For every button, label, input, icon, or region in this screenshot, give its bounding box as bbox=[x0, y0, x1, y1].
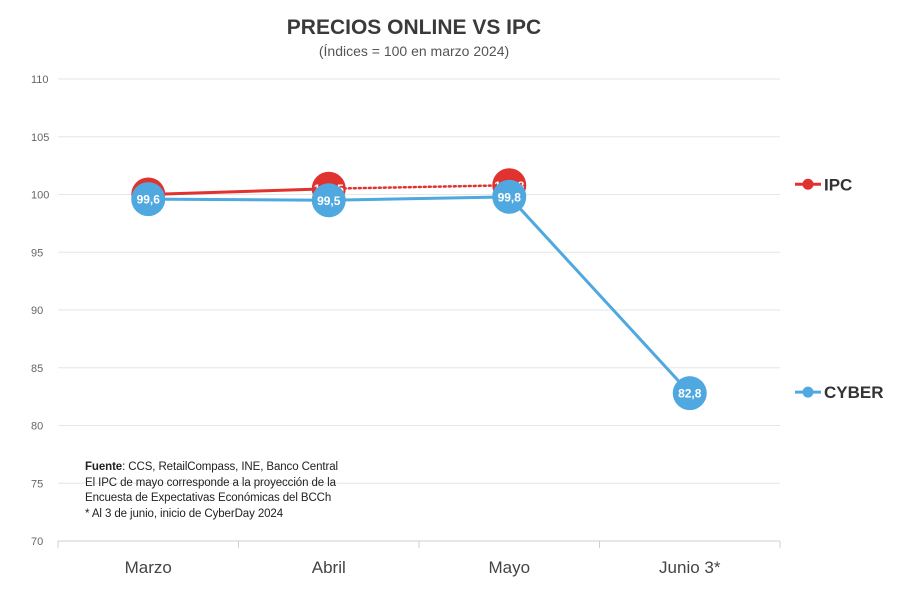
note-line-4: * Al 3 de junio, inicio de CyberDay 2024 bbox=[85, 507, 284, 520]
y-tick-label: 75 bbox=[31, 478, 43, 490]
y-tick-label: 100 bbox=[31, 190, 49, 202]
y-tick-label: 90 bbox=[31, 305, 43, 317]
chart-subtitle: (Índices = 100 en marzo 2024) bbox=[319, 43, 509, 59]
series-ipc-segment bbox=[327, 184, 511, 190]
source-line: Fuente: CCS, RetailCompass, INE, Banco C… bbox=[85, 460, 338, 476]
data-label: 99,5 bbox=[317, 194, 341, 208]
series-cyber-point bbox=[672, 376, 707, 411]
note-line-3: Encuesta de Expectativas Económicas del … bbox=[85, 492, 332, 504]
y-tick-label: 110 bbox=[31, 74, 49, 86]
source-note: Fuente: CCS, RetailCompass, INE, Banco C… bbox=[85, 460, 338, 522]
chart-title: PRECIOS ONLINE VS IPC bbox=[287, 16, 541, 39]
series-cyber-segment bbox=[327, 195, 511, 202]
series-cyber-point bbox=[492, 179, 527, 214]
source-label: Fuente bbox=[85, 461, 123, 473]
y-tick-label: 80 bbox=[31, 421, 43, 433]
y-axis: 70 75 80 85 90 95 100 105 110 bbox=[31, 74, 49, 548]
y-tick-label: 95 bbox=[31, 247, 43, 259]
data-label: 82,8 bbox=[678, 387, 702, 401]
x-tick-label: Junio 3* bbox=[659, 558, 721, 577]
series-lines bbox=[146, 184, 692, 395]
data-label: 99,6 bbox=[137, 193, 161, 207]
y-tick-label: 70 bbox=[31, 536, 43, 548]
series-cyber-segment bbox=[146, 197, 331, 202]
y-tick-label: 105 bbox=[31, 132, 49, 144]
note-line-2: El IPC de mayo corresponde a la proyecci… bbox=[85, 476, 336, 489]
series-cyber-segment bbox=[507, 195, 692, 395]
legend: IPC CYBER bbox=[795, 175, 884, 402]
y-tick-label: 85 bbox=[31, 363, 43, 375]
legend-label-cyber: CYBER bbox=[824, 383, 884, 402]
source-text: : CCS, RetailCompass, INE, Banco Central bbox=[122, 461, 338, 473]
series-ipc-segment bbox=[146, 187, 331, 196]
data-label: 99,8 bbox=[498, 190, 522, 204]
legend-swatch-marker bbox=[802, 178, 814, 190]
x-tick-label: Mayo bbox=[488, 558, 530, 577]
series-cyber-point bbox=[131, 182, 166, 217]
grid bbox=[58, 78, 780, 542]
series-cyber-point bbox=[311, 183, 346, 218]
x-tick-label: Abril bbox=[312, 558, 346, 577]
x-axis: Marzo Abril Mayo Junio 3* bbox=[57, 541, 781, 577]
x-tick-label: Marzo bbox=[125, 558, 172, 577]
legend-label-ipc: IPC bbox=[824, 175, 852, 194]
legend-swatch-marker bbox=[802, 386, 814, 398]
